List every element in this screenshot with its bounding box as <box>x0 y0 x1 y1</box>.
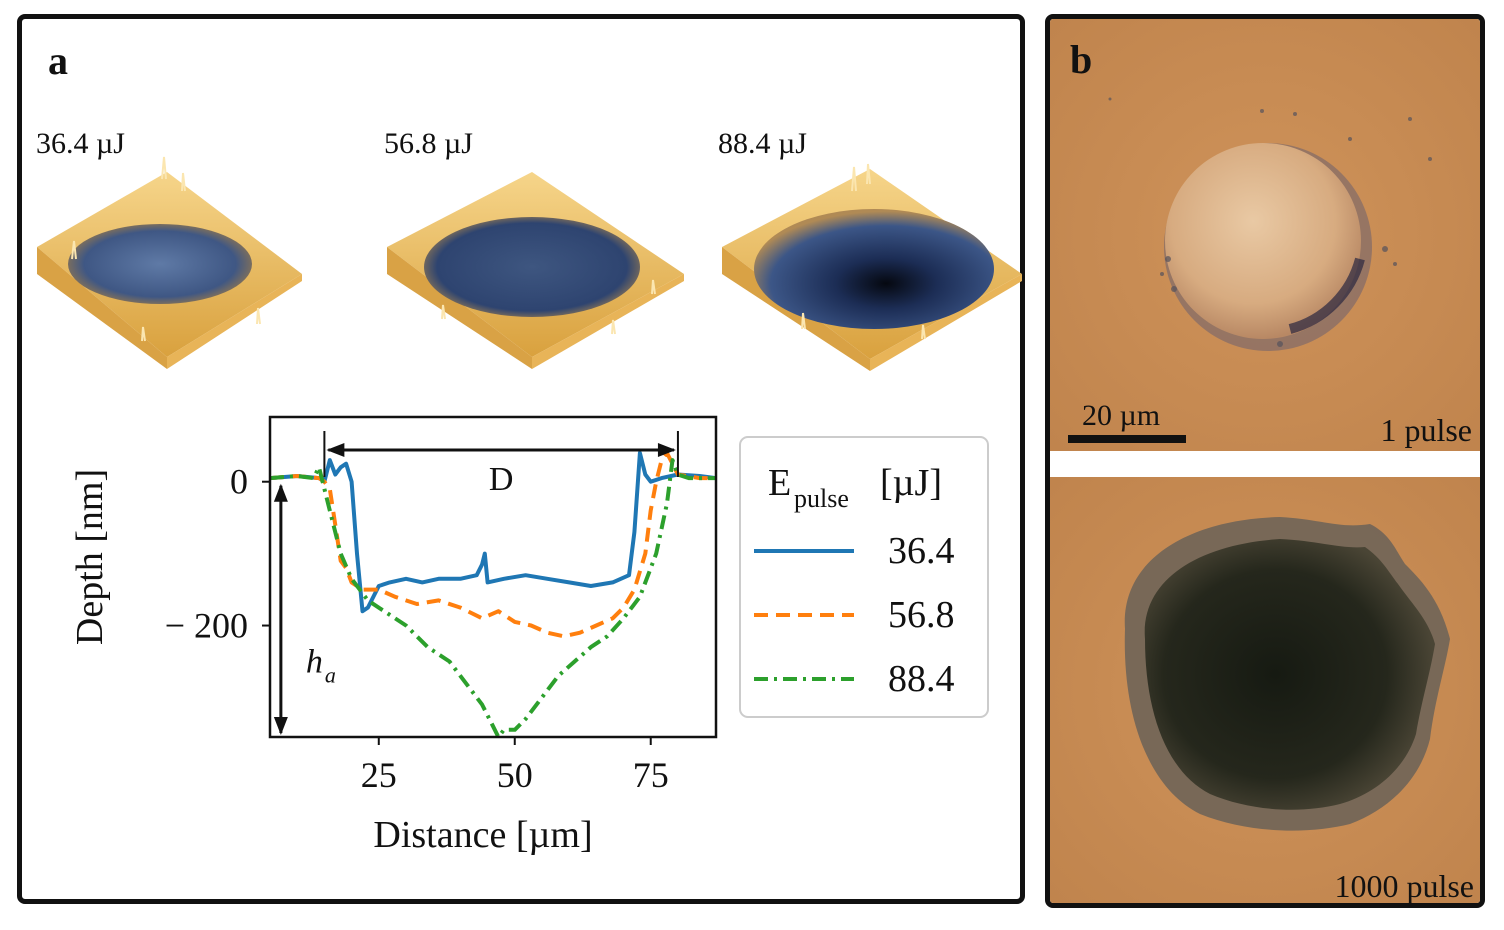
caption-1000-pulse: 1000 pulse <box>1334 868 1474 903</box>
panel-b-graphics: 20 µm 1 pulse 1000 pulse b <box>1050 19 1480 903</box>
caption-1-pulse: 1 pulse <box>1380 412 1472 448</box>
legend-title-sub: pulse <box>794 484 849 513</box>
x-tick-label-75: 75 <box>633 755 669 795</box>
y-tick-label-1: − 200 <box>165 606 248 646</box>
afm-surface-3 <box>722 163 1022 371</box>
depth-label: h <box>306 643 323 680</box>
legend-title: E <box>768 462 791 504</box>
series-line-36.4 <box>270 451 716 614</box>
diameter-label: D <box>489 461 514 498</box>
micrograph-1000-pulse <box>1050 477 1480 903</box>
panel-a-graphics: 25 50 75 0 − 200 Distance [µm] Depth [nm] Dh a E p… <box>37 156 1022 856</box>
y-tick-label-0: 0 <box>230 462 248 502</box>
afm-surface-2 <box>387 172 684 369</box>
afm-label-1: 36.4 µJ <box>36 127 125 160</box>
series-line-56.8 <box>270 451 716 639</box>
afm-label-2: 56.8 µJ <box>384 127 473 160</box>
x-axis-label: Distance [µm] <box>373 814 592 856</box>
y-axis-label: Depth [nm] <box>69 469 111 645</box>
image-separator <box>1050 457 1480 477</box>
micrograph-1-pulse <box>1050 19 1480 451</box>
afm-surface-1 <box>37 156 302 369</box>
panel-a-letter: a <box>48 38 68 83</box>
depth-label-sub: a <box>325 662 336 687</box>
x-tick-label-50: 50 <box>497 755 533 795</box>
scale-bar <box>1068 435 1186 443</box>
depth-arrow-top <box>273 483 288 502</box>
panel-b-letter: b <box>1070 37 1092 82</box>
depth-arrow-bottom <box>273 717 288 735</box>
diameter-arrow-right <box>657 443 676 457</box>
legend-label-56.8: 56.8 <box>888 594 955 636</box>
x-tick-label-25: 25 <box>361 755 397 795</box>
legend-title-unit: [µJ] <box>880 462 942 504</box>
scale-bar-label: 20 µm <box>1082 399 1160 432</box>
diameter-arrow-left <box>326 443 345 457</box>
legend-label-36.4: 36.4 <box>888 530 955 572</box>
afm-label-3: 88.4 µJ <box>718 127 807 160</box>
panel-a: a 36.4 µJ 56.8 µJ 88.4 µJ <box>17 14 1025 904</box>
series-line-88.4 <box>270 458 716 737</box>
legend-box <box>739 436 989 718</box>
panel-b: 20 µm 1 pulse 1000 pulse b <box>1045 14 1485 908</box>
legend-label-88.4: 88.4 <box>888 658 955 700</box>
depth-profile-chart: 25 50 75 0 − 200 Distance [µm] Depth [nm] Dh a E p… <box>69 415 989 856</box>
